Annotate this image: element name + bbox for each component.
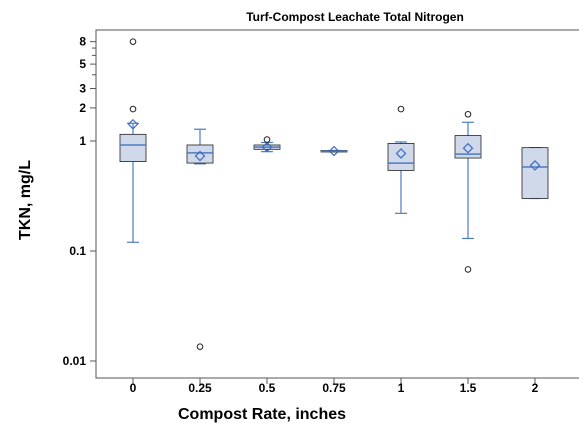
plot-frame [95, 29, 579, 379]
x-tick-label: 0.75 [322, 381, 346, 395]
outlier-point [464, 110, 472, 118]
mean-marker [395, 148, 407, 159]
x-tick-label: 2 [532, 381, 539, 395]
outlier-point [464, 266, 472, 273]
chart-title: Turf-Compost Leachate Total Nitrogen [246, 10, 464, 24]
y-tick-label: 8 [79, 35, 86, 49]
x-tick-label: 0.5 [259, 381, 276, 395]
mean-marker [127, 118, 139, 130]
x-tick-label: 0.25 [188, 381, 212, 395]
box-0 [119, 38, 147, 243]
box-series [119, 38, 549, 350]
box-0_75 [320, 145, 348, 157]
mean-marker [328, 145, 340, 157]
x-tick-label: 1 [398, 381, 405, 395]
mean-marker [529, 160, 541, 171]
box-2 [521, 147, 549, 200]
iqr-box [387, 143, 415, 171]
iqr-box [119, 133, 147, 162]
iqr-box [521, 147, 549, 199]
y-tick-label: 0.1 [69, 244, 86, 258]
mean-marker [462, 142, 474, 154]
y-tick-label: 1 [79, 134, 86, 148]
iqr-box [186, 144, 214, 164]
outlier-point [263, 136, 271, 143]
outlier-point [129, 38, 137, 45]
mean-marker [194, 150, 206, 162]
iqr-box [454, 135, 482, 159]
box-1 [387, 105, 415, 214]
x-tick-label: 0 [130, 381, 137, 395]
mean-marker [261, 141, 273, 153]
y-axis: 0.01 0.1 1 2 3 5 8 [63, 35, 96, 368]
outlier-point [196, 343, 204, 350]
y-tick-label: 3 [79, 82, 86, 96]
y-axis-label: TKN, mg/L [17, 160, 34, 240]
y-tick-label: 5 [79, 57, 86, 71]
x-axis-label: Compost Rate, inches [178, 406, 346, 423]
y-tick-label: 2 [79, 101, 86, 115]
x-tick-label: 1.5 [460, 381, 477, 395]
x-axis: 0 0.25 0.5 0.75 1 1.5 2 [130, 378, 539, 395]
outlier-point [129, 105, 137, 113]
outlier-point [397, 105, 405, 113]
box-1_5 [454, 110, 482, 273]
box-0_25 [186, 128, 214, 350]
box-0_5 [253, 136, 281, 153]
y-tick-label: 0.01 [63, 354, 87, 368]
